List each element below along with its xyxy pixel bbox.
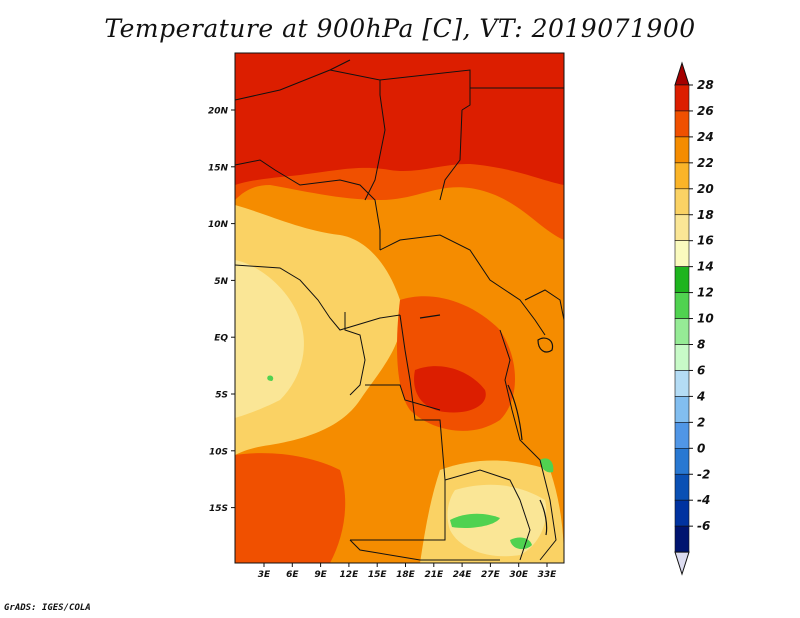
colorbar-swatch — [674, 214, 690, 242]
colorbar-swatch — [674, 344, 690, 371]
colorbar-label: 14 — [697, 260, 714, 274]
border-line — [235, 159, 381, 250]
border-line — [344, 312, 366, 396]
colorbar-swatch — [674, 499, 690, 527]
lat-tick-label: 5S — [215, 391, 228, 401]
lon-tick-label: 18E — [396, 570, 416, 580]
colorbar-swatch — [674, 110, 690, 138]
field-north-28 — [235, 53, 564, 185]
colorbar-label: -2 — [697, 467, 710, 481]
field-southwest-24 — [235, 453, 346, 563]
field-green-patch — [450, 513, 500, 528]
lon-tick-label: 9E — [314, 570, 327, 580]
map-frame — [234, 52, 565, 564]
colorbar-label: 12 — [697, 286, 714, 300]
colorbar-swatch — [674, 422, 690, 449]
country-borders — [235, 59, 564, 561]
colorbar-label: 6 — [697, 363, 705, 377]
colorbar-swatch — [674, 240, 690, 267]
latitude-axis: 20N 15N 10N 5N EQ 5S 10S 15S — [208, 107, 235, 514]
border-line — [350, 314, 446, 541]
longitude-axis: 3E 6E 9E 12E 15E 18E 21E 24E 27E 30E 33E — [258, 563, 557, 580]
lake-outline — [537, 337, 554, 353]
field-congo-26 — [414, 366, 486, 413]
lat-tick-label: 20N — [208, 107, 229, 117]
border-line — [349, 539, 500, 561]
colorbar-swatch — [674, 162, 690, 190]
lat-tick-label: 10N — [208, 220, 229, 230]
colorbar-label: 4 — [696, 389, 705, 403]
lat-tick-label: 15S — [209, 504, 228, 514]
colorbar-label: -6 — [697, 519, 710, 533]
lon-tick-label: 24E — [453, 570, 473, 580]
colorbar-label: 8 — [697, 338, 705, 352]
colorbar-swatch — [674, 447, 690, 475]
border-line — [499, 329, 557, 561]
map-title: Temperature at 900hPa [C], VT: 201907190… — [104, 14, 696, 43]
colorbar-swatch — [674, 473, 690, 501]
colorbar-swatch — [674, 188, 690, 216]
colorbar-label: 18 — [697, 208, 714, 222]
colorbar-swatch — [674, 292, 690, 319]
border-line — [379, 234, 546, 336]
credit-text: GrADS: IGES/COLA — [4, 603, 91, 613]
field-green-patch — [267, 375, 274, 381]
border-line — [235, 264, 401, 331]
border-line — [379, 69, 564, 111]
temperature-field — [235, 53, 564, 563]
lon-tick-label: 3E — [258, 570, 271, 580]
colorbar-under-triangle — [674, 551, 690, 576]
field-west-18 — [235, 260, 304, 418]
colorbar-swatch — [674, 266, 690, 293]
lakes — [419, 314, 554, 536]
colorbar-over-triangle — [674, 61, 690, 86]
colorbar-label: 10 — [697, 312, 714, 326]
colorbar-label: -4 — [697, 493, 710, 507]
lon-tick-label: 12E — [340, 570, 360, 580]
colorbar-swatch — [674, 84, 690, 112]
colorbar-swatch — [674, 136, 690, 164]
border-line — [235, 59, 386, 201]
colorbar-label: 2 — [697, 415, 705, 429]
field-green-patch — [540, 458, 554, 473]
colorbar-swatch — [674, 318, 690, 345]
colorbar-swatch — [674, 396, 690, 423]
colorbar-swatch — [674, 370, 690, 397]
lat-tick-label: 15N — [208, 163, 229, 173]
lon-tick-label: 6E — [286, 570, 299, 580]
lon-tick-label: 15E — [368, 570, 388, 580]
lake-outline — [539, 499, 548, 536]
border-line — [439, 109, 463, 201]
lon-tick-label: 33E — [538, 570, 558, 580]
lon-tick-label: 21E — [424, 570, 444, 580]
colorbar-label: 0 — [697, 441, 705, 455]
lon-tick-label: 30E — [509, 570, 529, 580]
colorbar-swatch — [674, 525, 690, 553]
lon-tick-label: 27E — [481, 570, 501, 580]
lat-tick-label: 10S — [209, 447, 228, 457]
border-line — [365, 384, 441, 411]
colorbar-label: 20 — [697, 182, 714, 196]
colorbar-label: 26 — [697, 104, 714, 118]
lake-outline — [419, 314, 441, 319]
colorbar-label: 16 — [697, 234, 714, 248]
border-line — [444, 469, 531, 561]
colorbar-label: 24 — [697, 130, 714, 144]
lat-tick-label: EQ — [214, 334, 228, 344]
lat-tick-label: 5N — [214, 277, 228, 287]
lake-outline — [507, 384, 523, 441]
colorbar-label: 28 — [697, 78, 714, 92]
colorbar-label: 22 — [697, 156, 714, 170]
border-line — [524, 289, 564, 321]
